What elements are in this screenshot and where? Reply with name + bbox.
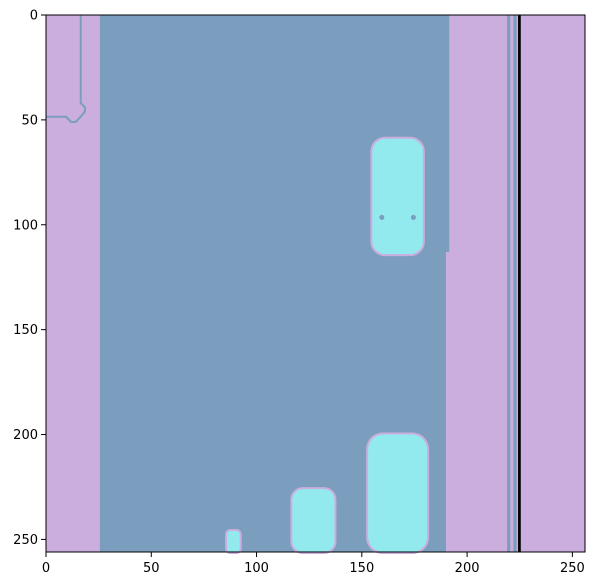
y-tick-label-0: 0 bbox=[30, 9, 38, 24]
x-tick-label-2: 100 bbox=[244, 561, 269, 576]
heatmap-region-3 bbox=[446, 15, 450, 253]
x-axis: 0 50 100 150 200 250 bbox=[42, 552, 585, 576]
y-tick-label-4: 200 bbox=[13, 428, 38, 443]
y-tick-label-5: 250 bbox=[13, 533, 38, 548]
heatmap-blob-1 bbox=[368, 434, 428, 552]
heatmap-blob-2 bbox=[292, 489, 335, 552]
heatmap-dot-1 bbox=[410, 214, 416, 220]
x-tick-label-1: 50 bbox=[143, 561, 160, 576]
plot-area bbox=[46, 15, 585, 554]
heatmap-dot-0 bbox=[379, 214, 385, 220]
heatmap-blob-0 bbox=[372, 138, 423, 255]
x-tick-label-5: 250 bbox=[560, 561, 585, 576]
plot-frame bbox=[45, 14, 586, 553]
heatmap-outline-0 bbox=[46, 15, 86, 123]
y-axis: 0 50 100 150 200 250 bbox=[13, 9, 46, 548]
heatmap-region-5 bbox=[513, 15, 517, 552]
y-tick-label-1: 50 bbox=[21, 113, 38, 128]
x-tick-label-3: 150 bbox=[349, 561, 374, 576]
x-tick-label-4: 200 bbox=[455, 561, 480, 576]
heatmap-region-0 bbox=[46, 15, 100, 552]
heatmap-blob-3 bbox=[227, 531, 240, 552]
heatmap-region-6 bbox=[518, 15, 521, 552]
y-tick-label-3: 150 bbox=[13, 323, 38, 338]
y-tick-label-2: 100 bbox=[13, 218, 38, 233]
heatmap-region-4 bbox=[507, 15, 511, 552]
x-tick-label-0: 0 bbox=[42, 561, 50, 576]
